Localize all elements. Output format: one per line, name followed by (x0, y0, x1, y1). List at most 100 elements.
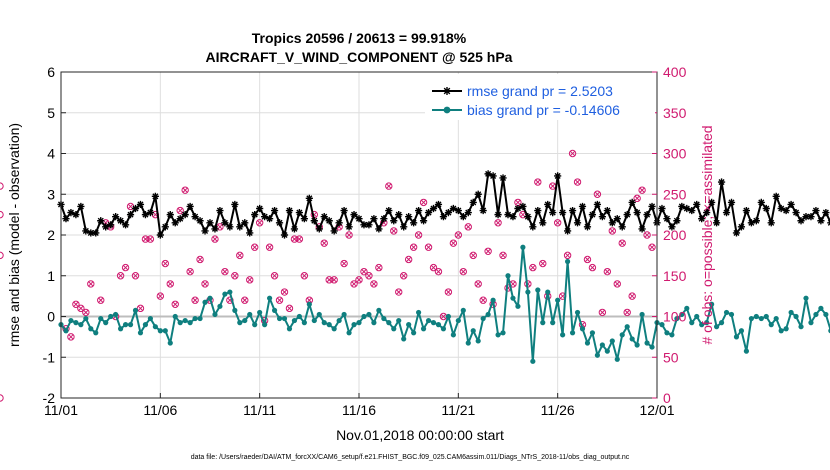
y-axis-right-label: # of obs: o=possible; ×=assimilated (699, 125, 715, 344)
obs-assimilated-cross (252, 244, 258, 250)
rmse-point (499, 174, 507, 182)
obs-possible-circle (404, 255, 413, 264)
y-tick-label: 0 (47, 309, 55, 325)
obs-count-marker (270, 272, 279, 280)
rmse-point (722, 208, 731, 217)
obs-possible-circle (375, 263, 383, 272)
obs-assimilated-cross (341, 260, 347, 267)
bias-point (212, 311, 218, 318)
obs-count-marker (0, 183, 4, 190)
rmse-point (698, 215, 706, 223)
rmse-point (151, 192, 159, 200)
obs-assimilated-cross (614, 281, 620, 287)
bias-point (336, 317, 342, 324)
rmse-point (732, 229, 741, 237)
bias-point (510, 295, 516, 301)
bias-point (689, 320, 695, 326)
obs-count-marker (444, 288, 453, 296)
obs-count-marker (251, 243, 259, 251)
rmse-point (390, 217, 398, 225)
obs-possible-circle (365, 272, 373, 280)
bias-point (108, 313, 114, 320)
obs-count-marker (67, 333, 75, 341)
rmse-point (419, 217, 428, 225)
rmse-point (275, 219, 284, 227)
rmse-point (121, 221, 130, 229)
bias-point (68, 317, 74, 324)
obs-count-marker (355, 276, 363, 284)
obs-assimilated-cross (406, 256, 412, 263)
chart-title: Tropics 20596 / 20613 = 99.918% (252, 30, 467, 46)
rmse-point (782, 206, 790, 215)
obs-count-marker (429, 263, 438, 272)
rmse-point (449, 204, 457, 213)
bias-point (331, 326, 337, 332)
obs-count-marker (648, 243, 656, 251)
obs-count-marker (166, 280, 174, 288)
obs-count-marker (191, 296, 199, 304)
rmse-point (280, 231, 289, 239)
obs-assimilated-cross (331, 277, 337, 283)
data-file-footnote: data file: /Users/raeder/DAI/ATM_forcXX/… (191, 454, 630, 461)
bias-point (152, 324, 158, 330)
rmse-point (767, 219, 775, 227)
obs-possible-circle (628, 292, 636, 300)
x-tick-label: 11/16 (342, 402, 376, 418)
rmse-point (256, 204, 264, 213)
rmse-point (156, 231, 164, 239)
obs-possible-circle (385, 182, 393, 190)
rmse-point (668, 223, 676, 231)
rmse-point (539, 219, 547, 227)
obs-possible-circle (186, 267, 194, 276)
rmse-point (221, 219, 229, 227)
bias-point (679, 311, 685, 318)
bias-point (132, 307, 139, 313)
obs-assimilated-cross (410, 244, 417, 250)
obs-assimilated-cross (276, 297, 283, 303)
bias-point (634, 342, 640, 348)
rmse-point (410, 219, 418, 227)
rmse-point (787, 200, 795, 209)
obs-possible-circle (116, 272, 125, 280)
bias-point (644, 340, 650, 346)
obs-assimilated-cross (306, 297, 312, 303)
bias-point (113, 311, 119, 318)
obs-count-marker (330, 276, 338, 284)
rmse-point (742, 206, 750, 215)
bias-point (723, 309, 730, 316)
rmse-point (588, 211, 597, 219)
obs-assimilated-cross (232, 273, 238, 279)
legend-label-rmse: rmse grand pr = 2.5203 (467, 83, 613, 99)
obs-possible-circle (295, 235, 304, 243)
rmse-point (270, 206, 279, 215)
obs-count-marker (449, 239, 458, 247)
rmse-point (564, 227, 572, 235)
bias-point (271, 307, 278, 313)
obs-possible-circle (360, 267, 368, 276)
y-tick-label: 2 (47, 227, 55, 243)
obs-count-marker (419, 198, 428, 207)
bias-point (286, 326, 293, 332)
rmse-point (380, 215, 388, 223)
bias-point (326, 322, 332, 328)
rmse-point (191, 213, 199, 221)
obs-assimilated-cross (555, 220, 561, 226)
obs-assimilated-cross (162, 260, 168, 267)
obs-assimilated-cross (122, 264, 129, 271)
obs-assimilated-cross (460, 269, 466, 275)
obs-possible-circle (191, 296, 199, 304)
obs-assimilated-cross (485, 248, 491, 254)
rmse-point (623, 211, 631, 219)
bias-point (237, 320, 243, 326)
bias-point (187, 320, 193, 326)
obs-possible-circle (72, 300, 80, 308)
obs-possible-circle (618, 239, 626, 247)
obs-assimilated-cross (540, 260, 546, 267)
rmse-point (464, 208, 472, 217)
rmse-point (330, 227, 338, 235)
rmse-point (673, 217, 681, 225)
rmse-point (201, 227, 209, 235)
obs-assimilated-cross (366, 273, 372, 279)
obs-count-marker (87, 280, 95, 288)
rmse-point (469, 198, 477, 206)
